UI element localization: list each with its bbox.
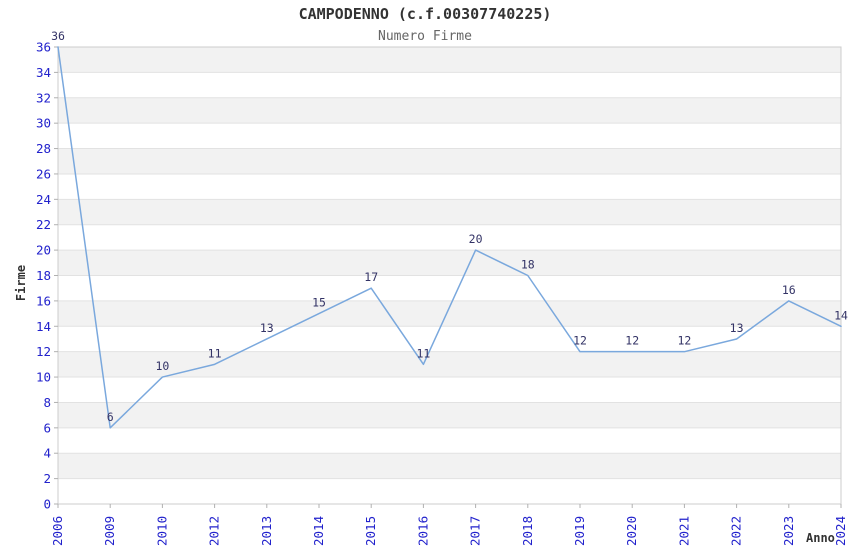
- y-tick-label: 28: [36, 141, 51, 156]
- plot-band: [58, 250, 841, 276]
- y-tick-label: 8: [43, 395, 51, 410]
- data-point-label: 15: [312, 296, 326, 310]
- x-tick-label: 2014: [311, 516, 326, 546]
- data-point-label: 14: [834, 308, 848, 322]
- plot-band: [58, 199, 841, 225]
- data-point-label: 16: [782, 283, 796, 297]
- plot-band: [58, 47, 841, 73]
- plot-band: [58, 97, 841, 124]
- x-tick-label: 2020: [624, 516, 639, 546]
- x-tick-label: 2012: [207, 516, 222, 546]
- y-tick-label: 10: [36, 370, 51, 385]
- x-tick-label: 2015: [363, 516, 378, 546]
- x-tick-label: 2017: [468, 516, 483, 546]
- plot-band: [58, 148, 841, 174]
- data-point-label: 12: [625, 334, 639, 348]
- chart-title: CAMPODENNO (c.f.00307740225): [298, 5, 552, 23]
- y-tick-label: 30: [36, 116, 51, 131]
- y-tick-label: 22: [36, 217, 51, 232]
- plot-band: [58, 402, 841, 428]
- chart-subtitle: Numero Firme: [378, 29, 472, 44]
- plot-band: [58, 300, 841, 327]
- plot-band: [58, 351, 841, 378]
- data-point-label: 36: [51, 29, 65, 43]
- data-point-label: 20: [469, 232, 483, 246]
- data-point-label: 10: [155, 359, 169, 373]
- x-tick-label: 2010: [154, 516, 169, 546]
- y-tick-label: 36: [36, 40, 51, 55]
- x-tick-label: 2021: [676, 516, 691, 546]
- data-point-label: 12: [677, 334, 691, 348]
- y-tick-label: 14: [36, 319, 51, 334]
- y-tick-label: 34: [36, 65, 51, 80]
- data-point-label: 13: [730, 321, 744, 335]
- x-tick-label: 2013: [259, 516, 274, 546]
- y-tick-label: 4: [43, 446, 51, 461]
- y-tick-label: 0: [43, 497, 51, 512]
- x-tick-label: 2006: [50, 516, 65, 546]
- x-tick-label: 2024: [833, 516, 848, 546]
- trend-line: [57, 46, 842, 429]
- data-point-label: 12: [573, 334, 587, 348]
- y-tick-label: 26: [36, 166, 51, 181]
- data-point-label: 11: [416, 346, 430, 360]
- y-tick-label: 16: [36, 293, 51, 308]
- x-tick-label: 2019: [572, 516, 587, 546]
- data-point-label: 6: [107, 410, 114, 424]
- data-point-label: 18: [521, 258, 535, 272]
- y-tick-label: 6: [43, 420, 51, 435]
- x-tick-label: 2022: [729, 516, 744, 546]
- data-point-label: 17: [364, 270, 378, 284]
- data-point-label: 11: [208, 346, 222, 360]
- y-tick-label: 18: [36, 268, 51, 283]
- y-tick-label: 24: [36, 192, 51, 207]
- y-tick-label: 32: [36, 90, 51, 105]
- x-tick-label: 2023: [781, 516, 796, 546]
- y-tick-label: 2: [43, 471, 51, 486]
- y-tick-label: 12: [36, 344, 51, 359]
- data-point-label: 13: [260, 321, 274, 335]
- x-tick-label: 2018: [520, 516, 535, 546]
- y-tick-label: 20: [36, 243, 51, 258]
- x-tick-label: 2016: [415, 516, 430, 546]
- x-axis-title: Anno: [806, 531, 835, 545]
- x-tick-label: 2009: [102, 516, 117, 546]
- plot-band: [58, 453, 841, 479]
